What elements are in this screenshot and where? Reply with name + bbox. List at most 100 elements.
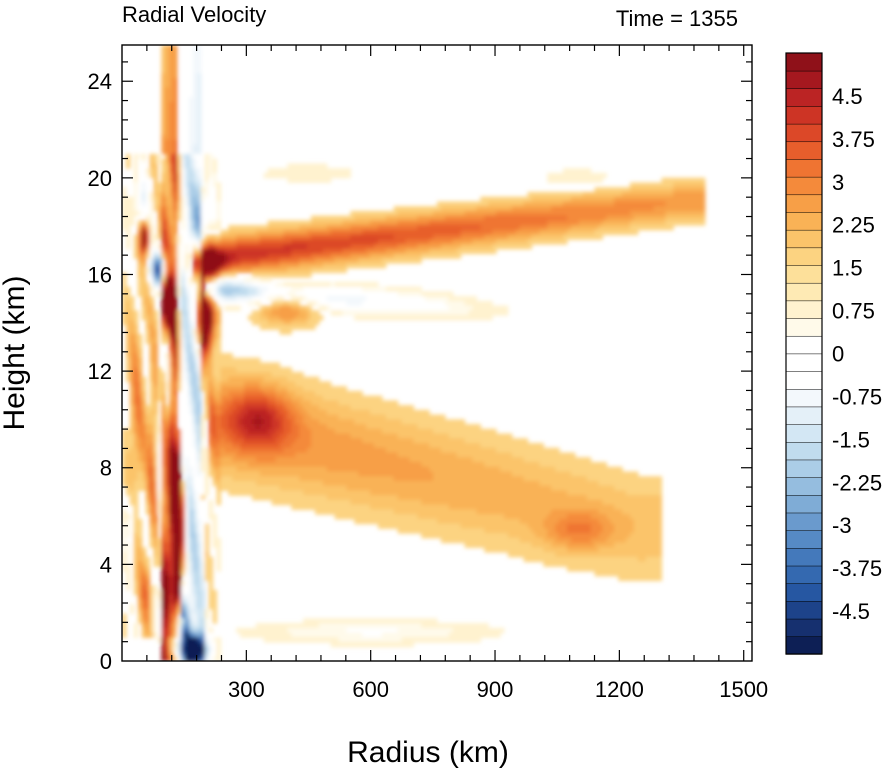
heatmap-cell	[188, 206, 194, 212]
heatmap-cell	[700, 215, 706, 221]
heatmap-cell	[251, 229, 257, 236]
heatmap-cell	[437, 428, 442, 435]
heatmap-cell	[271, 414, 277, 420]
heatmap-cell	[484, 466, 489, 473]
heatmap-cell	[370, 291, 375, 297]
heatmap-cell	[169, 215, 174, 221]
heatmap-cell	[488, 428, 493, 435]
heatmap-cell	[350, 258, 355, 264]
heatmap-cell	[165, 386, 170, 392]
heatmap-cell	[216, 348, 222, 354]
heatmap-cell	[169, 443, 174, 449]
heatmap-cell	[381, 300, 387, 307]
heatmap-cell	[248, 443, 253, 449]
heatmap-cell	[492, 248, 497, 255]
heatmap-cell	[196, 78, 202, 84]
heatmap-cell	[196, 149, 202, 155]
heatmap-cell	[173, 390, 178, 397]
heatmap-cell	[240, 300, 245, 307]
heatmap-cell	[133, 414, 139, 420]
heatmap-cell	[122, 220, 127, 226]
heatmap-cell	[228, 244, 233, 250]
heatmap-cell	[381, 447, 387, 454]
heatmap-cell	[448, 206, 454, 212]
heatmap-cell	[334, 296, 340, 302]
heatmap-cell	[566, 206, 572, 212]
heatmap-cell	[232, 409, 237, 416]
heatmap-cell	[425, 296, 430, 302]
heatmap-cell	[185, 466, 190, 473]
heatmap-cell	[208, 419, 214, 425]
heatmap-cell	[173, 206, 178, 212]
heatmap-cell	[401, 452, 407, 458]
heatmap-cell	[267, 386, 273, 392]
heatmap-cell	[496, 447, 501, 454]
heatmap-cell	[433, 438, 438, 444]
heatmap-cell	[122, 187, 127, 193]
heatmap-cell	[374, 433, 379, 439]
heatmap-cell	[145, 471, 151, 477]
heatmap-cell	[531, 220, 537, 226]
heatmap-cell	[153, 258, 159, 264]
heatmap-cell	[385, 258, 391, 264]
heatmap-cell	[188, 376, 194, 383]
heatmap-cell	[566, 452, 572, 458]
heatmap-cell	[342, 253, 348, 259]
heatmap-cell	[397, 409, 403, 416]
heatmap-cell	[397, 258, 403, 264]
heatmap-cell	[291, 395, 296, 401]
heatmap-cell	[519, 447, 525, 454]
heatmap-cell	[267, 428, 273, 435]
heatmap-cell	[346, 409, 351, 416]
heatmap-cell	[165, 63, 170, 70]
heatmap-cell	[291, 319, 296, 326]
heatmap-cell	[649, 196, 655, 202]
heatmap-cell	[476, 305, 481, 311]
heatmap-cell	[318, 471, 324, 477]
heatmap-cell	[169, 310, 174, 316]
heatmap-cell	[224, 424, 229, 430]
heatmap-cell	[437, 461, 442, 468]
heatmap-cell	[169, 466, 174, 473]
heatmap-cell	[263, 405, 269, 411]
heatmap-cell	[488, 248, 493, 255]
heatmap-cell	[291, 220, 296, 226]
heatmap-cell	[240, 371, 245, 378]
heatmap-cell	[185, 225, 190, 231]
heatmap-cell	[358, 239, 363, 245]
heatmap-cell	[279, 229, 285, 236]
heatmap-cell	[440, 414, 446, 420]
heatmap-cell	[165, 461, 170, 468]
heatmap-cell	[350, 291, 355, 297]
heatmap-cell	[366, 234, 371, 240]
heatmap-cell	[307, 163, 312, 169]
heatmap-cell	[125, 196, 131, 202]
heatmap-cell	[448, 229, 454, 236]
heatmap-cell	[362, 400, 367, 406]
heatmap-cell	[185, 343, 190, 349]
heatmap-cell	[480, 438, 485, 444]
heatmap-cell	[212, 225, 218, 231]
heatmap-cell	[255, 433, 261, 439]
heatmap-cell	[322, 381, 328, 387]
heatmap-cell	[425, 215, 430, 221]
heatmap-cell	[149, 196, 155, 202]
heatmap-cell	[354, 305, 359, 311]
heatmap-cell	[255, 424, 261, 430]
heatmap-cell	[299, 220, 304, 226]
heatmap-cell	[377, 229, 383, 236]
heatmap-cell	[220, 390, 225, 397]
heatmap-cell	[374, 315, 379, 321]
heatmap-cell	[346, 443, 351, 449]
heatmap-cell	[582, 177, 588, 184]
heatmap-cell	[212, 177, 218, 184]
heatmap-cell	[374, 457, 379, 463]
heatmap-cell	[129, 471, 135, 477]
heatmap-cell	[216, 206, 222, 212]
heatmap-cell	[232, 267, 237, 274]
heatmap-cell	[216, 329, 222, 335]
heatmap-cell	[480, 234, 485, 240]
heatmap-cell	[397, 447, 403, 454]
heatmap-cell	[271, 220, 277, 226]
heatmap-cell	[598, 229, 603, 236]
